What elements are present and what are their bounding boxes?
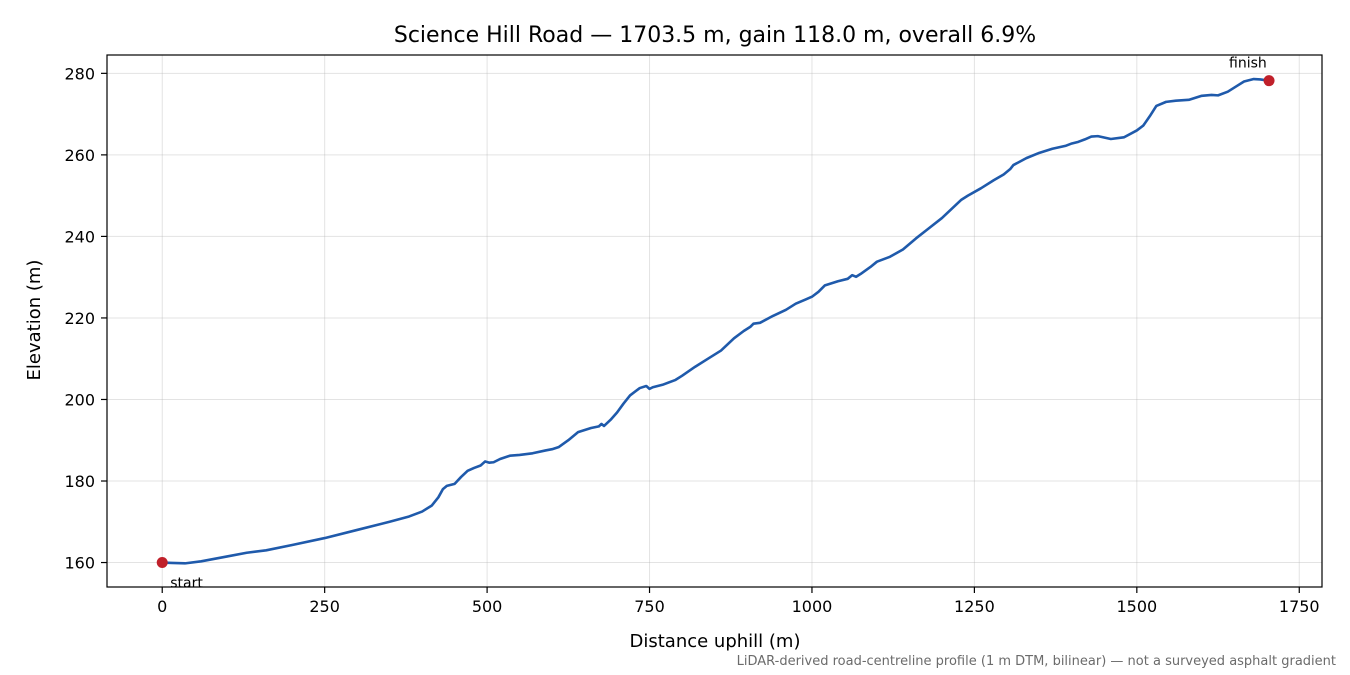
plot-frame (106, 54, 1323, 588)
footnote: LiDAR-derived road-centreline profile (1… (737, 654, 1336, 669)
x-tick-label: 250 (309, 597, 340, 616)
y-tick-label: 160 (64, 554, 95, 573)
x-tick-label: 500 (472, 597, 503, 616)
y-tick-label: 220 (64, 309, 95, 328)
x-tick-label: 1000 (792, 597, 833, 616)
y-tick-label: 180 (64, 472, 95, 491)
x-tick-label: 0 (157, 597, 167, 616)
x-axis-ticks: 0 250 500 750 1000 1250 1500 1750 (157, 587, 1320, 616)
finish-marker (1263, 75, 1275, 87)
finish-label: finish (1229, 56, 1267, 72)
x-tick-label: 1250 (954, 597, 995, 616)
y-tick-label: 260 (64, 146, 95, 165)
elevation-line (160, 77, 1271, 565)
x-tick-label: 1750 (1279, 597, 1320, 616)
x-tick-label: 750 (634, 597, 665, 616)
x-tick-label: 1500 (1116, 597, 1157, 616)
start-marker (156, 557, 168, 569)
y-tick-label: 200 (64, 390, 95, 409)
y-axis-ticks: 160 180 200 220 240 260 280 (64, 64, 107, 573)
grid-lines (107, 55, 1322, 587)
y-tick-label: 240 (64, 227, 95, 246)
y-axis-label: Elevation (m) (24, 260, 45, 381)
y-tick-label: 280 (64, 64, 95, 83)
start-label: start (170, 576, 203, 592)
chart-title: Science Hill Road — 1703.5 m, gain 118.0… (394, 23, 1036, 48)
x-axis-label: Distance uphill (m) (630, 631, 801, 652)
